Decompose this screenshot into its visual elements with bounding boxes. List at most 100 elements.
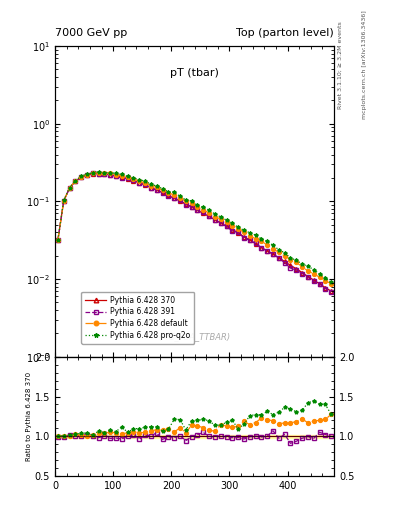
- Pythia 6.428 default: [67, 185, 72, 191]
- Pythia 6.428 pro-q2o: [84, 170, 89, 177]
- Line: Pythia 6.428 default: Pythia 6.428 default: [56, 170, 333, 286]
- Pythia 6.428 370: [242, 233, 246, 240]
- Pythia 6.428 391: [317, 281, 322, 287]
- Pythia 6.428 370: [259, 244, 264, 250]
- Pythia 6.428 default: [276, 249, 281, 255]
- Text: Rivet 3.1.10; ≥ 3.2M events: Rivet 3.1.10; ≥ 3.2M events: [338, 21, 343, 109]
- Line: Pythia 6.428 pro-q2o: Pythia 6.428 pro-q2o: [56, 169, 333, 284]
- Pythia 6.428 pro-q2o: [96, 168, 101, 175]
- Pythia 6.428 370: [154, 187, 159, 193]
- Pythia 6.428 default: [323, 278, 328, 284]
- Pythia 6.428 391: [143, 181, 147, 187]
- Pythia 6.428 pro-q2o: [102, 169, 107, 176]
- Pythia 6.428 370: [248, 237, 252, 243]
- Pythia 6.428 pro-q2o: [154, 183, 159, 189]
- Pythia 6.428 pro-q2o: [300, 261, 305, 267]
- Pythia 6.428 370: [195, 207, 200, 214]
- Pythia 6.428 391: [195, 207, 200, 214]
- Pythia 6.428 pro-q2o: [305, 263, 310, 269]
- Pythia 6.428 391: [282, 260, 287, 266]
- Pythia 6.428 default: [55, 237, 60, 243]
- Pythia 6.428 391: [207, 214, 211, 220]
- Pythia 6.428 391: [166, 193, 171, 199]
- Pythia 6.428 pro-q2o: [160, 185, 165, 191]
- Pythia 6.428 pro-q2o: [166, 189, 171, 195]
- Pythia 6.428 370: [230, 226, 235, 232]
- Pythia 6.428 391: [119, 175, 124, 181]
- Pythia 6.428 370: [143, 182, 147, 188]
- Pythia 6.428 391: [305, 274, 310, 280]
- Pythia 6.428 370: [137, 180, 141, 186]
- Pythia 6.428 pro-q2o: [253, 232, 258, 238]
- Pythia 6.428 default: [282, 253, 287, 259]
- Pythia 6.428 pro-q2o: [149, 181, 153, 187]
- Pythia 6.428 391: [131, 177, 136, 183]
- Pythia 6.428 370: [236, 230, 241, 236]
- Pythia 6.428 370: [253, 241, 258, 247]
- Pythia 6.428 pro-q2o: [178, 193, 182, 199]
- Pythia 6.428 default: [90, 170, 95, 176]
- Pythia 6.428 370: [323, 285, 328, 291]
- Pythia 6.428 370: [90, 171, 95, 177]
- Pythia 6.428 391: [201, 209, 206, 216]
- Pythia 6.428 391: [300, 270, 305, 276]
- Pythia 6.428 370: [294, 266, 299, 272]
- Pythia 6.428 370: [160, 189, 165, 196]
- Pythia 6.428 391: [73, 178, 78, 184]
- Pythia 6.428 pro-q2o: [224, 217, 229, 223]
- Pythia 6.428 pro-q2o: [90, 170, 95, 176]
- Pythia 6.428 pro-q2o: [137, 177, 141, 183]
- Pythia 6.428 pro-q2o: [219, 214, 223, 220]
- Pythia 6.428 default: [224, 219, 229, 225]
- Pythia 6.428 370: [184, 201, 188, 207]
- Pythia 6.428 pro-q2o: [294, 258, 299, 264]
- Text: mcplots.cern.ch [arXiv:1306.3436]: mcplots.cern.ch [arXiv:1306.3436]: [362, 11, 367, 119]
- Pythia 6.428 391: [160, 189, 165, 196]
- Pythia 6.428 391: [224, 223, 229, 229]
- Pythia 6.428 370: [282, 259, 287, 265]
- Pythia 6.428 391: [90, 170, 95, 177]
- Pythia 6.428 391: [79, 174, 84, 180]
- Pythia 6.428 391: [55, 237, 60, 243]
- Pythia 6.428 391: [172, 195, 176, 201]
- Pythia 6.428 default: [178, 195, 182, 201]
- Pythia 6.428 pro-q2o: [236, 224, 241, 230]
- Pythia 6.428 370: [219, 220, 223, 226]
- Pythia 6.428 391: [189, 204, 194, 210]
- Pythia 6.428 pro-q2o: [184, 197, 188, 203]
- Pythia 6.428 default: [195, 204, 200, 210]
- Pythia 6.428 default: [271, 246, 275, 252]
- Pythia 6.428 default: [236, 226, 241, 232]
- Pythia 6.428 370: [114, 173, 118, 179]
- Pythia 6.428 391: [102, 170, 107, 177]
- Pythia 6.428 default: [79, 174, 84, 180]
- Pythia 6.428 391: [96, 171, 101, 177]
- Pythia 6.428 pro-q2o: [288, 255, 293, 261]
- Pythia 6.428 pro-q2o: [201, 204, 206, 210]
- Text: 7000 GeV pp: 7000 GeV pp: [55, 28, 127, 38]
- Pythia 6.428 391: [329, 289, 334, 295]
- Pythia 6.428 default: [265, 242, 270, 248]
- Pythia 6.428 default: [329, 281, 334, 287]
- Pythia 6.428 370: [311, 277, 316, 283]
- Pythia 6.428 default: [73, 178, 78, 184]
- Pythia 6.428 pro-q2o: [271, 242, 275, 248]
- Pythia 6.428 370: [207, 214, 211, 220]
- Pythia 6.428 370: [108, 172, 113, 178]
- Pythia 6.428 391: [219, 220, 223, 226]
- Pythia 6.428 default: [149, 182, 153, 188]
- Pythia 6.428 pro-q2o: [242, 227, 246, 233]
- Pythia 6.428 default: [259, 238, 264, 244]
- Pythia 6.428 370: [61, 198, 66, 204]
- Pythia 6.428 391: [253, 241, 258, 247]
- Pythia 6.428 pro-q2o: [61, 198, 66, 204]
- Pythia 6.428 pro-q2o: [207, 207, 211, 213]
- Pythia 6.428 391: [242, 235, 246, 241]
- Legend: Pythia 6.428 370, Pythia 6.428 391, Pythia 6.428 default, Pythia 6.428 pro-q2o: Pythia 6.428 370, Pythia 6.428 391, Pyth…: [81, 292, 194, 344]
- Pythia 6.428 370: [79, 174, 84, 180]
- Pythia 6.428 370: [224, 223, 229, 229]
- Pythia 6.428 default: [207, 210, 211, 216]
- Pythia 6.428 default: [172, 192, 176, 198]
- Pythia 6.428 default: [288, 257, 293, 263]
- Pythia 6.428 391: [288, 265, 293, 271]
